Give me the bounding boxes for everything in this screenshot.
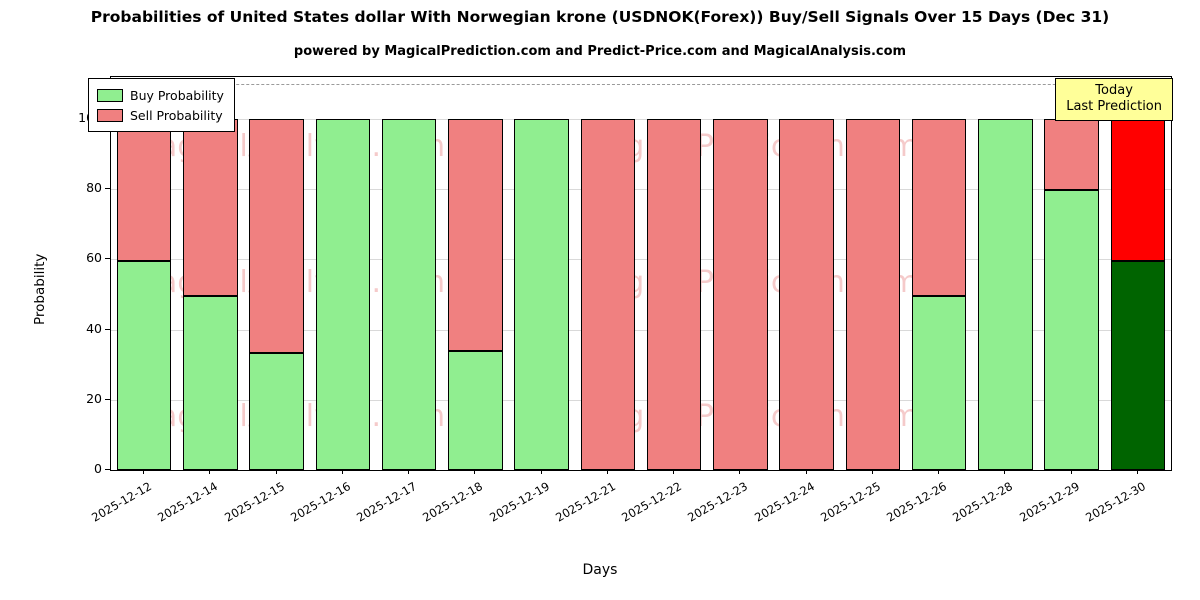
today-annotation-line2: Last Prediction — [1066, 99, 1162, 115]
gridline — [111, 329, 1171, 331]
bar-segment-sell[interactable] — [1044, 119, 1099, 191]
x-axis-label: Days — [582, 562, 618, 578]
legend-label-sell: Sell Probability — [130, 107, 223, 123]
bar-segment-sell[interactable] — [845, 119, 901, 470]
y-tick-label: 0 — [94, 461, 102, 476]
bar-segment-sell[interactable] — [1110, 119, 1166, 261]
y-tick-label: 40 — [86, 320, 102, 336]
bar-group[interactable] — [713, 77, 768, 470]
x-tick-mark — [341, 469, 343, 474]
bar-segment-sell[interactable] — [116, 119, 172, 261]
bar-segment-buy[interactable] — [315, 119, 371, 470]
y-tick-mark — [105, 398, 110, 400]
bar-group[interactable] — [845, 77, 901, 470]
x-tick-mark — [606, 469, 608, 474]
x-tick-mark — [673, 469, 675, 474]
y-tick-mark — [105, 328, 110, 330]
x-tick-mark — [871, 469, 873, 474]
y-tick-mark — [105, 258, 110, 260]
bar-segment-buy[interactable] — [249, 353, 304, 470]
bar-segment-buy[interactable] — [448, 351, 503, 470]
gridline — [111, 399, 1171, 401]
bar-segment-sell[interactable] — [646, 119, 702, 470]
bar-segment-buy[interactable] — [116, 260, 172, 470]
legend: Buy Probability Sell Probability — [88, 78, 235, 132]
y-tick-mark — [105, 188, 110, 190]
bar-group[interactable] — [1044, 77, 1099, 470]
bar-segment-sell[interactable] — [911, 119, 967, 297]
x-tick-mark — [805, 469, 807, 474]
chart-subtitle: powered by MagicalPrediction.com and Pre… — [293, 44, 907, 59]
gridline — [111, 259, 1171, 261]
bar-segment-buy[interactable] — [183, 296, 238, 470]
bar-group[interactable] — [448, 77, 503, 470]
legend-swatch-sell — [97, 108, 123, 122]
bar-group[interactable] — [116, 77, 172, 470]
x-tick-mark — [540, 469, 542, 474]
x-tick-mark — [739, 469, 741, 474]
bar-segment-buy[interactable] — [911, 296, 967, 470]
bar-group[interactable] — [249, 77, 304, 470]
y-axis-label: Probability — [32, 253, 48, 325]
y-tick-label: 80 — [86, 180, 102, 196]
bar-segment-sell[interactable] — [713, 119, 768, 470]
x-tick-mark — [143, 469, 145, 474]
x-tick-mark — [209, 469, 211, 474]
gridline — [111, 189, 1171, 191]
bar-group[interactable] — [315, 77, 371, 470]
x-tick-mark — [1004, 469, 1006, 474]
bar-group[interactable] — [1110, 77, 1166, 470]
legend-item-sell: Sell Probability — [97, 105, 224, 125]
y-tick-label: 20 — [86, 390, 102, 406]
bar-group[interactable] — [381, 77, 437, 470]
today-annotation-line1: Today — [1095, 83, 1133, 98]
x-tick-mark — [1136, 469, 1138, 474]
x-tick-mark — [408, 469, 410, 474]
today-annotation: Today Last Prediction — [1055, 78, 1173, 121]
reference-line — [111, 84, 1171, 86]
x-tick-mark — [1070, 469, 1072, 474]
bar-group[interactable] — [779, 77, 834, 470]
y-tick-mark — [105, 469, 110, 470]
x-tick-mark — [474, 469, 476, 474]
bar-segment-buy[interactable] — [514, 119, 569, 470]
bar-segment-buy[interactable] — [1044, 190, 1099, 470]
bar-segment-sell[interactable] — [580, 119, 636, 470]
y-tick-label: 60 — [86, 250, 102, 266]
bar-segment-sell[interactable] — [779, 119, 834, 470]
chart-title: Probabilities of United States dollar Wi… — [90, 8, 1110, 26]
bar-group[interactable] — [580, 77, 636, 470]
x-tick-mark — [275, 469, 277, 474]
bar-segment-buy[interactable] — [978, 119, 1033, 470]
bar-segment-buy[interactable] — [1110, 260, 1166, 470]
legend-label-buy: Buy Probability — [130, 87, 224, 103]
bar-segment-sell[interactable] — [249, 119, 304, 354]
legend-item-buy: Buy Probability — [97, 85, 224, 105]
bar-group[interactable] — [978, 77, 1033, 470]
bar-segment-sell[interactable] — [448, 119, 503, 352]
bar-segment-sell[interactable] — [183, 119, 238, 297]
bar-group[interactable] — [646, 77, 702, 470]
legend-swatch-buy — [97, 88, 123, 102]
bar-group[interactable] — [514, 77, 569, 470]
bar-group[interactable] — [183, 77, 238, 470]
bar-series-layer — [111, 77, 1171, 470]
bar-group[interactable] — [911, 77, 967, 470]
plot-area: MagicalAnalysis.comMagicalPrediction.com… — [110, 76, 1172, 471]
gridline — [111, 119, 1171, 121]
x-tick-mark — [938, 469, 940, 474]
bar-segment-buy[interactable] — [381, 119, 437, 470]
